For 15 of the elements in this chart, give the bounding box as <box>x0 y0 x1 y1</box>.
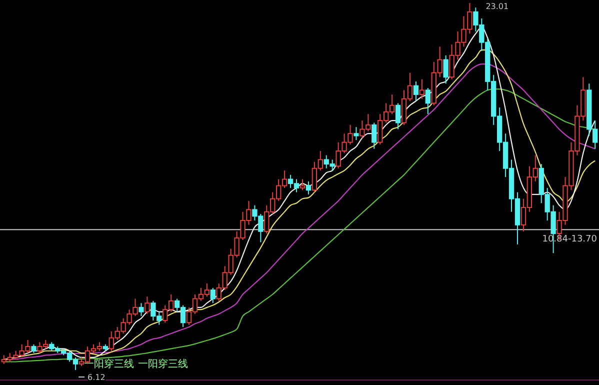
candlestick <box>413 80 419 102</box>
candlestick <box>372 122 377 150</box>
candlestick <box>300 178 306 191</box>
text: 6.12 <box>88 373 106 382</box>
candlestick <box>443 54 448 84</box>
candlestick <box>419 78 425 100</box>
candlestick <box>306 180 312 195</box>
annotation: 23.01 <box>486 2 509 11</box>
candlestick <box>395 102 401 130</box>
candlestick <box>210 287 216 304</box>
annotation: 一阳穿三线 <box>138 358 188 370</box>
candlestick <box>144 296 150 314</box>
candlestick <box>354 126 359 141</box>
candlestick <box>425 87 430 115</box>
candlestick <box>138 302 144 317</box>
